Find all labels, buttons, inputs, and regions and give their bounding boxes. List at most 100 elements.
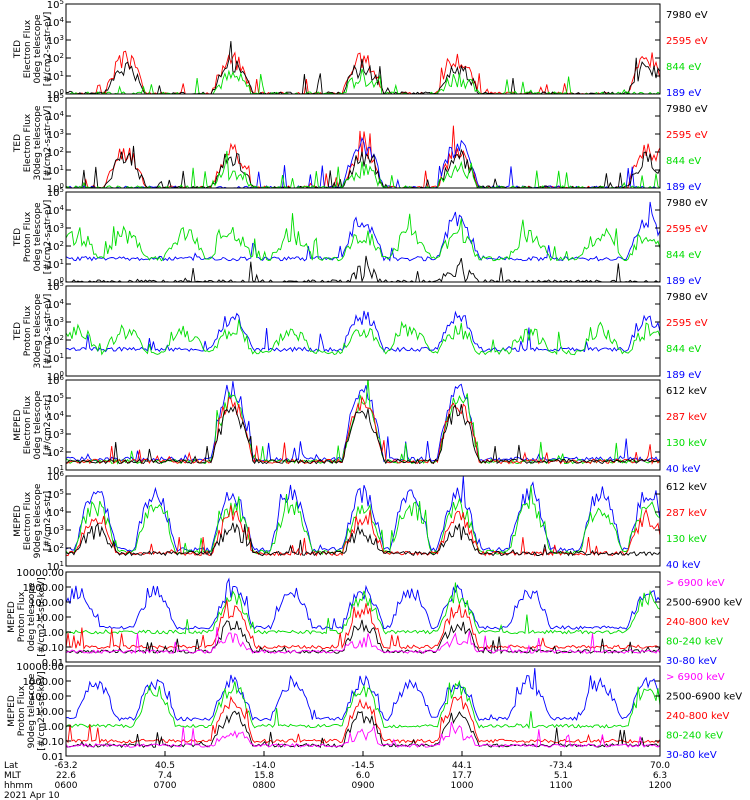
panel-8-legend-2: 2500-6900 keV xyxy=(666,692,742,703)
panel-8-legend-4: 80-240 keV xyxy=(666,731,723,742)
panel-6-legend-4: 40 keV xyxy=(666,560,700,571)
x-tick-mlt-6: 5.1 xyxy=(554,771,568,781)
x-tick-hhmm-2: 0700 xyxy=(154,781,177,791)
panel-7: 0.01 0.10 1.00 10.00 100.00 1000.00 10000.00ME… xyxy=(7,568,742,669)
panel-5-frame xyxy=(65,379,661,471)
panel-3-frame xyxy=(65,191,661,283)
panel-6-frame xyxy=(65,475,661,567)
panel-4-legend-1: 7980 eV xyxy=(666,292,708,303)
panel-7-ytick-label-4: 10.00 xyxy=(35,613,64,624)
panel-6-legend-3: 130 keV xyxy=(666,534,707,545)
x-date: 2021 Apr 10 xyxy=(4,791,60,800)
panel-1-legend-1: 7980 eV xyxy=(666,10,708,21)
panel-8-trace-5 xyxy=(66,721,660,749)
panel-4-legend-3: 844 eV xyxy=(666,344,701,355)
panel-3-legend-2: 2595 eV xyxy=(666,224,708,235)
panel-6-trace-4 xyxy=(66,522,660,557)
panel-6-trace-1 xyxy=(66,476,660,553)
panel-8-legend-5: 30-80 keV xyxy=(666,750,717,761)
panel-2-legend-2: 2595 eV xyxy=(666,130,708,141)
panel-5-legend-2: 287 keV xyxy=(666,412,707,423)
panel-8-trace-3 xyxy=(66,694,660,744)
panel-3-trace-3 xyxy=(66,255,660,282)
x-tick-hhmm-4: 0900 xyxy=(352,781,375,791)
x-tick-hhmm-3: 0800 xyxy=(253,781,276,791)
x-tick-lat-4: -14.5 xyxy=(351,761,374,771)
panel-5-trace-4 xyxy=(66,404,660,465)
panel-1-trace-2 xyxy=(66,41,660,94)
panel-8-legend-3: 240-800 keV xyxy=(666,711,730,722)
panel-7-ytick-label-7: 10000.00 xyxy=(16,568,64,579)
panel-3-trace-1 xyxy=(66,201,660,262)
panel-8-trace-4 xyxy=(66,710,660,749)
panel-2-legend-3: 844 eV xyxy=(666,156,701,167)
panel-6-ylabel: MEPEDElectron Flux90deg telescope[#/cm2-… xyxy=(13,483,53,558)
panel-2-traces xyxy=(66,125,660,188)
panel-4-legend-4: 189 eV xyxy=(666,370,701,381)
x-tick-mlt-2: 7.4 xyxy=(158,771,173,781)
x-tick-lat-6: -73.4 xyxy=(549,761,573,771)
panel-7-legend-5: 30-80 keV xyxy=(666,656,717,667)
panel-2-legend-4: 189 eV xyxy=(666,182,701,193)
panel-7-trace-3 xyxy=(66,600,660,650)
x-tick-mlt-4: 6.0 xyxy=(356,771,371,781)
x-tick-lat-7: 70.0 xyxy=(650,761,670,771)
panel-8-ytick-label-2: 0.10 xyxy=(42,737,64,748)
panel-7-ytick-label-3: 1.00 xyxy=(42,628,64,639)
x-tick-mlt-3: 15.8 xyxy=(254,771,274,781)
panel-2-ylabel: TEDElectron Flux30deg telescope[#/cm2-s-… xyxy=(13,105,53,180)
panel-8-traces xyxy=(66,668,660,749)
panel-7-ytick-label-1: 0.01 xyxy=(42,658,64,669)
x-axis-labels: LatMLThhmm-63.222.6060040.57.40700-14.01… xyxy=(4,751,672,800)
panel-6-trace-3 xyxy=(66,505,660,557)
panel-4-trace-1 xyxy=(66,310,660,353)
panel-7-legend-3: 240-800 keV xyxy=(666,617,730,628)
panel-3-legend-3: 844 eV xyxy=(666,250,701,261)
x-row-label-hhmm: hhmm xyxy=(4,781,33,791)
panel-4-trace-2 xyxy=(66,319,660,356)
panel-5-legend-1: 612 keV xyxy=(666,386,707,397)
panel-7-legend-4: 80-240 keV xyxy=(666,637,723,648)
panel-4-ylabel: TEDProton Flux30deg telescope[#/cm2-s-st… xyxy=(13,293,53,368)
panel-7-trace-5 xyxy=(66,627,660,654)
panel-1-trace-3 xyxy=(66,68,660,94)
x-row-label-lat: Lat xyxy=(4,761,19,771)
panel-5-ytick-label-6: 106 xyxy=(47,374,65,387)
panel-8-ytick-label-5: 100.00 xyxy=(29,692,64,703)
panel-7-frame xyxy=(65,571,661,663)
panel-8-ytick-label-7: 10000.00 xyxy=(16,662,64,673)
panel-8: 0.01 0.10 1.00 10.00 100.00 1000.00 10000.00ME… xyxy=(7,662,742,763)
panel-6-legend-1: 612 keV xyxy=(666,482,707,493)
panel-7-ytick-label-5: 100.00 xyxy=(29,598,64,609)
panel-7-trace-4 xyxy=(66,619,660,655)
panel-8-frame xyxy=(65,665,661,757)
panel-1-legend-4: 189 eV xyxy=(666,88,701,99)
panel-8-trace-2 xyxy=(66,679,660,730)
panel-3-legend-4: 189 eV xyxy=(666,276,701,287)
panel-5-traces xyxy=(66,380,660,465)
x-tick-mlt-7: 6.3 xyxy=(653,771,667,781)
panel-5-trace-3 xyxy=(66,395,660,465)
x-tick-hhmm-7: 1200 xyxy=(649,781,672,791)
x-tick-lat-3: -14.0 xyxy=(252,761,276,771)
panel-7-legend-2: 2500-6900 keV xyxy=(666,598,742,609)
panel-7-trace-2 xyxy=(66,582,660,635)
panel-7-ytick-label-2: 0.10 xyxy=(42,643,64,654)
x-tick-lat-2: 40.5 xyxy=(155,761,175,771)
panel-3-ylabel: TEDProton Flux0deg telescope[#/cm2-s-str… xyxy=(13,200,53,275)
panel-4-traces xyxy=(66,310,660,356)
panel-3-trace-2 xyxy=(66,213,660,262)
x-tick-hhmm-1: 0600 xyxy=(55,781,78,791)
panel-1-ylabel: TEDElectron Flux0deg telescope[#/cm2-s-s… xyxy=(13,12,53,87)
panel-7-legend-1: > 6900 keV xyxy=(666,578,725,589)
panel-7-ytick-label-6: 1000.00 xyxy=(23,583,64,594)
x-tick-lat-5: 44.1 xyxy=(452,761,472,771)
panel-5-legend-3: 130 keV xyxy=(666,438,707,449)
panel-3-legend-1: 7980 eV xyxy=(666,198,708,209)
panel-1-traces xyxy=(66,41,660,94)
